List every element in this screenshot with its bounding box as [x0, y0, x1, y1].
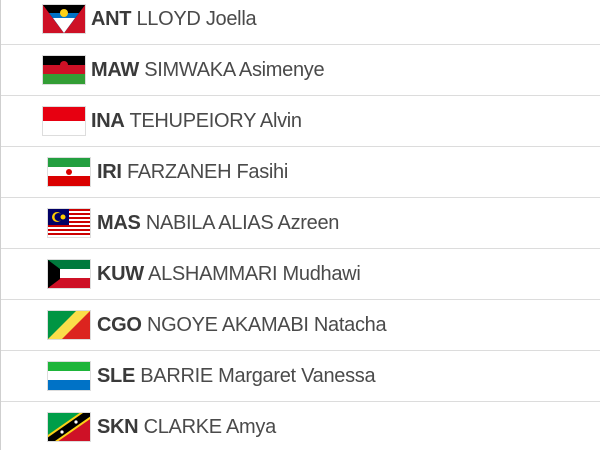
athlete-name: TEHUPEIORY Alvin	[129, 110, 302, 132]
athlete-row: KUW ALSHAMMARI Mudhawi	[1, 249, 600, 300]
flag	[48, 209, 90, 237]
athlete-name: NGOYE AKAMABI Natacha	[146, 314, 387, 336]
flag	[48, 362, 90, 390]
athlete-row: SKN CLARKE Amya	[1, 402, 600, 450]
athlete-label: ANT LLOYD Joella	[91, 0, 257, 44]
athlete-label: SKN CLARKE Amya	[97, 402, 276, 450]
athlete-name: FARZANEH Fasihi	[126, 161, 289, 183]
athlete-label: MAW SIMWAKA Asimenye	[91, 45, 325, 95]
athlete-label: INA TEHUPEIORY Alvin	[91, 96, 302, 146]
country-code: IRI	[97, 161, 122, 183]
athlete-row: MAS NABILA ALIAS Azreen	[1, 198, 600, 249]
athlete-name: CLARKE Amya	[143, 416, 277, 438]
athlete-row: ANT LLOYD Joella	[1, 0, 600, 45]
country-code: KUW	[97, 263, 144, 285]
athlete-row: SLE BARRIE Margaret Vanessa	[1, 351, 600, 402]
athlete-name: SIMWAKA Asimenye	[144, 59, 325, 81]
flag	[43, 5, 85, 33]
country-code: SKN	[97, 416, 139, 438]
flag	[48, 413, 90, 441]
athlete-label: SLE BARRIE Margaret Vanessa	[97, 351, 376, 401]
athlete-label: CGO NGOYE AKAMABI Natacha	[97, 300, 387, 350]
flag	[43, 56, 85, 84]
country-code: INA	[91, 110, 125, 132]
country-code: ANT	[91, 8, 132, 30]
athlete-row: IRI FARZANEH Fasihi	[1, 147, 600, 198]
flag	[48, 260, 90, 288]
flag	[43, 107, 85, 135]
country-code: SLE	[97, 365, 135, 387]
athlete-name: NABILA ALIAS Azreen	[145, 212, 340, 234]
athlete-label: KUW ALSHAMMARI Mudhawi	[97, 249, 361, 299]
country-code: MAW	[91, 59, 139, 81]
country-code: CGO	[97, 314, 142, 336]
athlete-row: CGO NGOYE AKAMABI Natacha	[1, 300, 600, 351]
athlete-label: IRI FARZANEH Fasihi	[97, 147, 288, 197]
flag	[48, 311, 90, 339]
flag	[48, 158, 90, 186]
athlete-name: ALSHAMMARI Mudhawi	[148, 263, 361, 285]
athlete-row: INA TEHUPEIORY Alvin	[1, 96, 600, 147]
athlete-label: MAS NABILA ALIAS Azreen	[97, 198, 339, 248]
athlete-name: BARRIE Margaret Vanessa	[140, 365, 376, 387]
country-code: MAS	[97, 212, 141, 234]
athlete-row: MAW SIMWAKA Asimenye	[1, 45, 600, 96]
athlete-name: LLOYD Joella	[136, 8, 257, 30]
